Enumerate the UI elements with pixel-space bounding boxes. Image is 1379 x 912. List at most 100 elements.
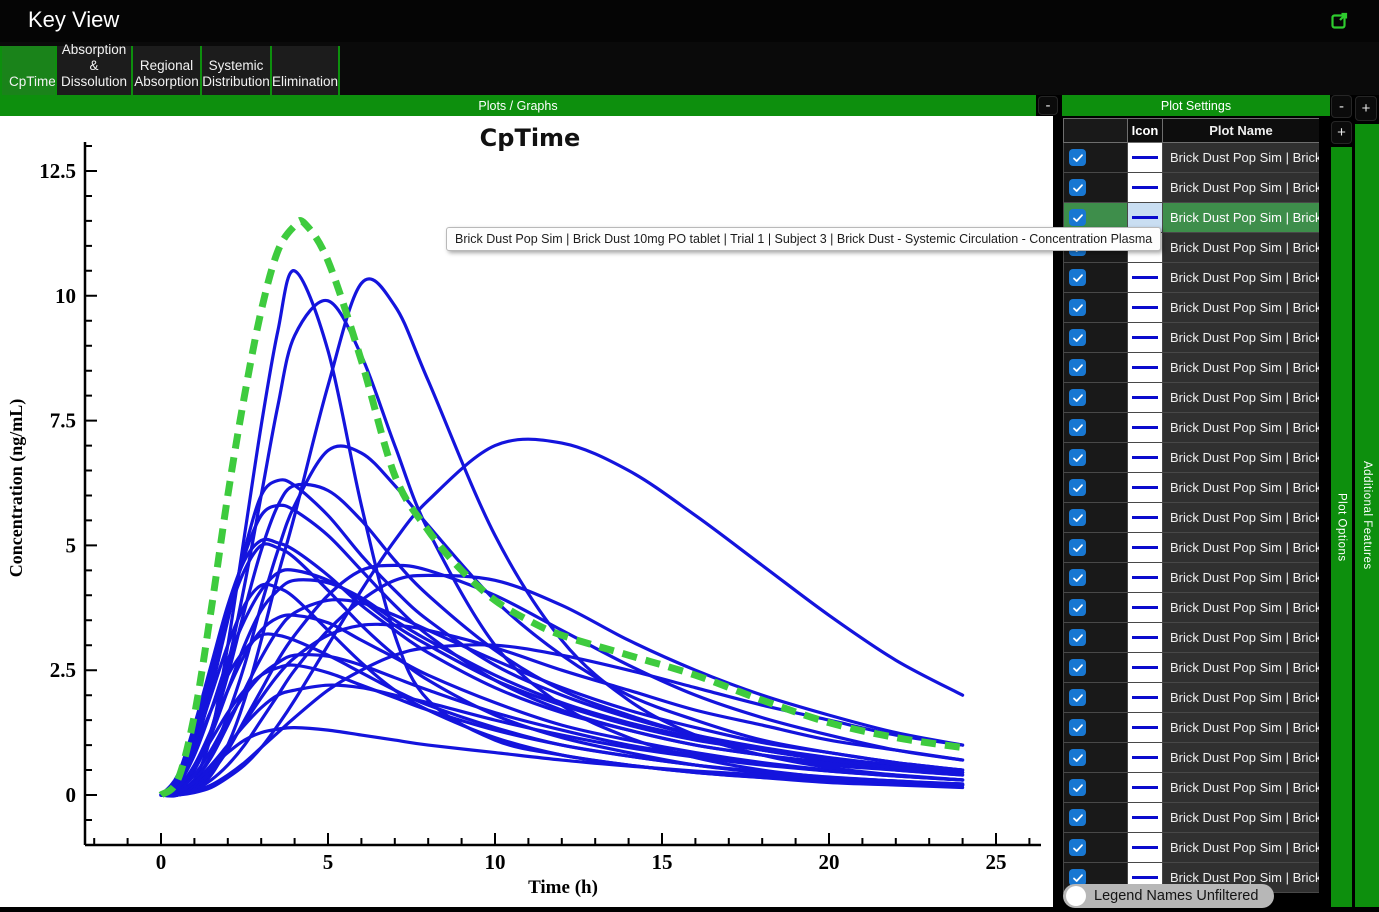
plot-name-cell: Brick Dust Pop Sim | Brick [1163, 743, 1320, 773]
plot-name-cell: Brick Dust Pop Sim | Brick [1163, 623, 1320, 653]
check-icon [1072, 602, 1084, 614]
legend-line-swatch [1132, 636, 1158, 639]
legend-line-swatch-cell [1128, 383, 1163, 413]
row-checkbox[interactable] [1069, 719, 1086, 736]
row-checkbox[interactable] [1069, 839, 1086, 856]
row-checkbox[interactable] [1069, 179, 1086, 196]
legend-line-swatch-cell [1128, 683, 1163, 713]
x-tick-label: 10 [485, 850, 506, 874]
column-header-plot-name: Plot Name [1163, 119, 1320, 143]
row-checkbox[interactable] [1069, 689, 1086, 706]
tab-systemic-distribution[interactable]: Systemic Distribution [200, 46, 270, 95]
row-checkbox[interactable] [1069, 209, 1086, 226]
table-row[interactable]: Brick Dust Pop Sim | Brick [1064, 323, 1320, 353]
table-row[interactable]: Brick Dust Pop Sim | Brick [1064, 353, 1320, 383]
legend-line-swatch-cell [1128, 833, 1163, 863]
row-checkbox[interactable] [1069, 539, 1086, 556]
table-row[interactable]: Brick Dust Pop Sim | Brick [1064, 383, 1320, 413]
open-external-window-icon[interactable] [1331, 11, 1349, 29]
check-icon [1072, 632, 1084, 644]
additional-features-expand-button[interactable]: + [1355, 96, 1377, 121]
table-row[interactable]: Brick Dust Pop Sim | Brick [1064, 803, 1320, 833]
table-row[interactable]: Brick Dust Pop Sim | Brick [1064, 743, 1320, 773]
plot-table-body: Brick Dust Pop Sim | Brick Brick Dust Po… [1064, 143, 1320, 893]
plot-name-cell: Brick Dust Pop Sim | Brick [1163, 173, 1320, 203]
table-row[interactable]: Brick Dust Pop Sim | Brick [1064, 833, 1320, 863]
table-row[interactable]: Brick Dust Pop Sim | Brick [1064, 263, 1320, 293]
table-row[interactable]: Brick Dust Pop Sim | Brick [1064, 713, 1320, 743]
row-checkbox[interactable] [1069, 569, 1086, 586]
table-row[interactable]: Brick Dust Pop Sim | Brick [1064, 593, 1320, 623]
row-checkbox[interactable] [1069, 779, 1086, 796]
table-row[interactable]: Brick Dust Pop Sim | Brick [1064, 653, 1320, 683]
table-row[interactable]: Brick Dust Pop Sim | Brick [1064, 773, 1320, 803]
row-checkbox[interactable] [1069, 389, 1086, 406]
tab-absorption-dissolution[interactable]: Absorption & Dissolution [55, 46, 131, 95]
row-checkbox[interactable] [1069, 509, 1086, 526]
table-row[interactable]: Brick Dust Pop Sim | Brick [1064, 473, 1320, 503]
row-checkbox[interactable] [1069, 599, 1086, 616]
legend-line-swatch-cell [1128, 413, 1163, 443]
check-icon [1072, 722, 1084, 734]
row-checkbox[interactable] [1069, 479, 1086, 496]
check-icon [1072, 302, 1084, 314]
row-checkbox-cell [1064, 653, 1128, 683]
table-header-row: Icon Plot Name [1064, 119, 1320, 143]
row-checkbox[interactable] [1069, 329, 1086, 346]
tab-elimination[interactable]: Elimination [270, 46, 340, 95]
table-row[interactable]: Brick Dust Pop Sim | Brick [1064, 443, 1320, 473]
check-icon [1072, 512, 1084, 524]
legend-line-swatch [1132, 786, 1158, 789]
table-row[interactable]: Brick Dust Pop Sim | Brick [1064, 683, 1320, 713]
table-row[interactable]: Brick Dust Pop Sim | Brick [1064, 623, 1320, 653]
row-checkbox[interactable] [1069, 149, 1086, 166]
plot-options-vertical-tab[interactable]: Plot Options [1331, 147, 1352, 907]
row-checkbox[interactable] [1069, 629, 1086, 646]
check-icon [1072, 692, 1084, 704]
row-checkbox[interactable] [1069, 449, 1086, 466]
row-checkbox[interactable] [1069, 749, 1086, 766]
plot-options-expand-button[interactable]: + [1331, 121, 1352, 144]
table-row[interactable]: Brick Dust Pop Sim | Brick [1064, 293, 1320, 323]
row-checkbox[interactable] [1069, 269, 1086, 286]
table-row[interactable]: Brick Dust Pop Sim | Brick [1064, 503, 1320, 533]
row-checkbox-cell [1064, 773, 1128, 803]
check-icon [1072, 152, 1084, 164]
tab-regional-absorption[interactable]: Regional Absorption [131, 46, 200, 95]
row-checkbox-cell [1064, 503, 1128, 533]
legend-names-toggle[interactable]: Legend Names Unfiltered [1063, 884, 1274, 908]
legend-line-swatch-cell [1128, 143, 1163, 173]
row-checkbox-cell [1064, 473, 1128, 503]
plots-collapse-button[interactable]: - [1038, 96, 1058, 115]
row-checkbox-cell [1064, 443, 1128, 473]
column-header-checkbox [1064, 119, 1128, 143]
table-row[interactable]: Brick Dust Pop Sim | Brick [1064, 533, 1320, 563]
table-row[interactable]: Brick Dust Pop Sim | Brick [1064, 143, 1320, 173]
legend-line-swatch-cell [1128, 623, 1163, 653]
row-checkbox[interactable] [1069, 659, 1086, 676]
additional-features-vertical-tab[interactable]: Additional Features [1355, 124, 1379, 907]
row-checkbox[interactable] [1069, 809, 1086, 826]
table-row[interactable]: Brick Dust Pop Sim | Brick [1064, 563, 1320, 593]
view-tab-bar: CpTime Absorption & Dissolution Regional… [0, 42, 1379, 95]
legend-line-swatch [1132, 426, 1158, 429]
row-checkbox[interactable] [1069, 419, 1086, 436]
plot-name-cell: Brick Dust Pop Sim | Brick [1163, 683, 1320, 713]
plot-settings-collapse-button[interactable]: - [1331, 95, 1352, 118]
tab-cptime[interactable]: CpTime [0, 46, 55, 95]
check-icon [1072, 572, 1084, 584]
column-header-icon: Icon [1128, 119, 1163, 143]
row-checkbox[interactable] [1069, 299, 1086, 316]
y-tick-label: 0 [66, 783, 77, 807]
plot-name-cell: Brick Dust Pop Sim | Brick [1163, 263, 1320, 293]
plot-name-cell: Brick Dust Pop Sim | Brick [1163, 473, 1320, 503]
table-row[interactable]: Brick Dust Pop Sim | Brick [1064, 173, 1320, 203]
row-checkbox-cell [1064, 353, 1128, 383]
legend-line-swatch [1132, 396, 1158, 399]
legend-line-swatch-cell [1128, 803, 1163, 833]
y-tick-label: 10 [55, 284, 76, 308]
row-checkbox[interactable] [1069, 359, 1086, 376]
table-row[interactable]: Brick Dust Pop Sim | Brick [1064, 413, 1320, 443]
legend-line-swatch [1132, 516, 1158, 519]
toggle-knob[interactable] [1066, 886, 1086, 906]
